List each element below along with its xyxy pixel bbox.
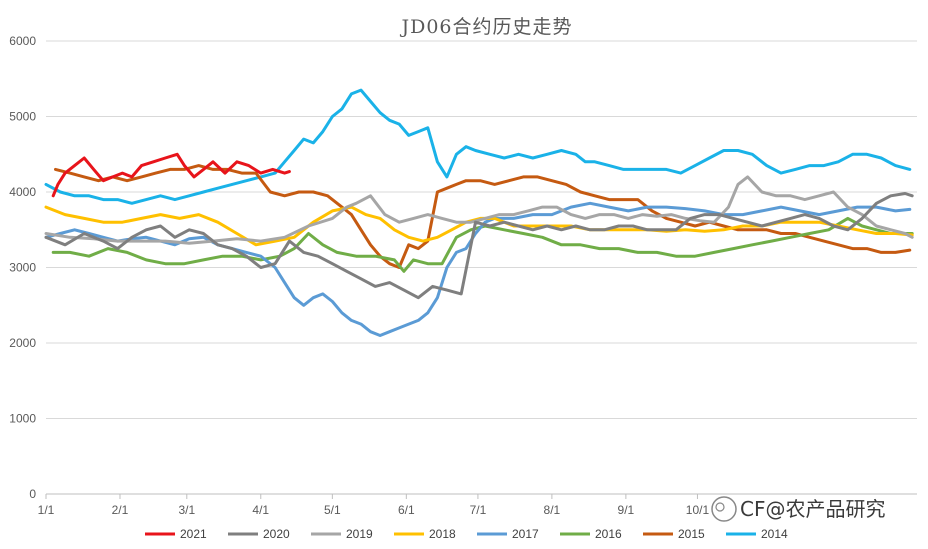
x-tick-label: 7/1 (470, 503, 487, 517)
x-tick-label: 10/1 (686, 503, 710, 517)
x-tick-label: 1/1 (38, 503, 55, 517)
legend-label-2020: 2020 (263, 527, 290, 541)
x-tick-label: 4/1 (252, 503, 269, 517)
watermark-icon-inner (715, 502, 725, 512)
series-line-2020 (44, 192, 914, 300)
y-axis-ticks: 0 1000 2000 3000 4000 5000 6000 (9, 34, 36, 501)
y-tick-label: 6000 (9, 34, 36, 48)
y-tick-label: 3000 (9, 261, 36, 275)
y-tick-label: 0 (29, 487, 36, 501)
x-tick-label: 2/1 (112, 503, 129, 517)
legend-label-2021: 2021 (180, 527, 207, 541)
series-line-2021 (51, 152, 291, 198)
series-lines (44, 88, 914, 337)
series-line-2019 (44, 175, 914, 245)
chart-title: JD06合约历史走势 (399, 16, 572, 38)
y-tick-label: 4000 (9, 185, 36, 199)
legend-label-2018: 2018 (429, 527, 456, 541)
x-tick-label: 8/1 (544, 503, 561, 517)
watermark: CF@农产品研究 (711, 496, 885, 522)
legend-label-2014: 2014 (761, 527, 788, 541)
watermark-icon (711, 496, 737, 522)
series-line-2015 (54, 164, 912, 269)
series-line-2014 (44, 88, 912, 205)
series-line-2016 (51, 216, 914, 273)
watermark-text: CF@农产品研究 (740, 497, 885, 521)
y-tick-label: 2000 (9, 336, 36, 350)
x-tick-label: 9/1 (618, 503, 635, 517)
legend-label-2019: 2019 (346, 527, 373, 541)
x-axis: 1/1 2/1 3/1 4/1 5/1 6/1 7/1 8/1 9/1 10/1 (38, 493, 917, 517)
grid (46, 40, 917, 419)
x-tick-label: 3/1 (178, 503, 195, 517)
x-tick-label: 6/1 (398, 503, 415, 517)
legend-label-2015: 2015 (678, 527, 705, 541)
y-tick-label: 1000 (9, 412, 36, 426)
y-tick-label: 5000 (9, 110, 36, 124)
legend-label-2017: 2017 (512, 527, 539, 541)
legend-label-2016: 2016 (595, 527, 622, 541)
x-tick-label: 5/1 (324, 503, 341, 517)
legend: 2021 2020 2019 2018 2017 2016 2015 2014 (145, 527, 788, 541)
